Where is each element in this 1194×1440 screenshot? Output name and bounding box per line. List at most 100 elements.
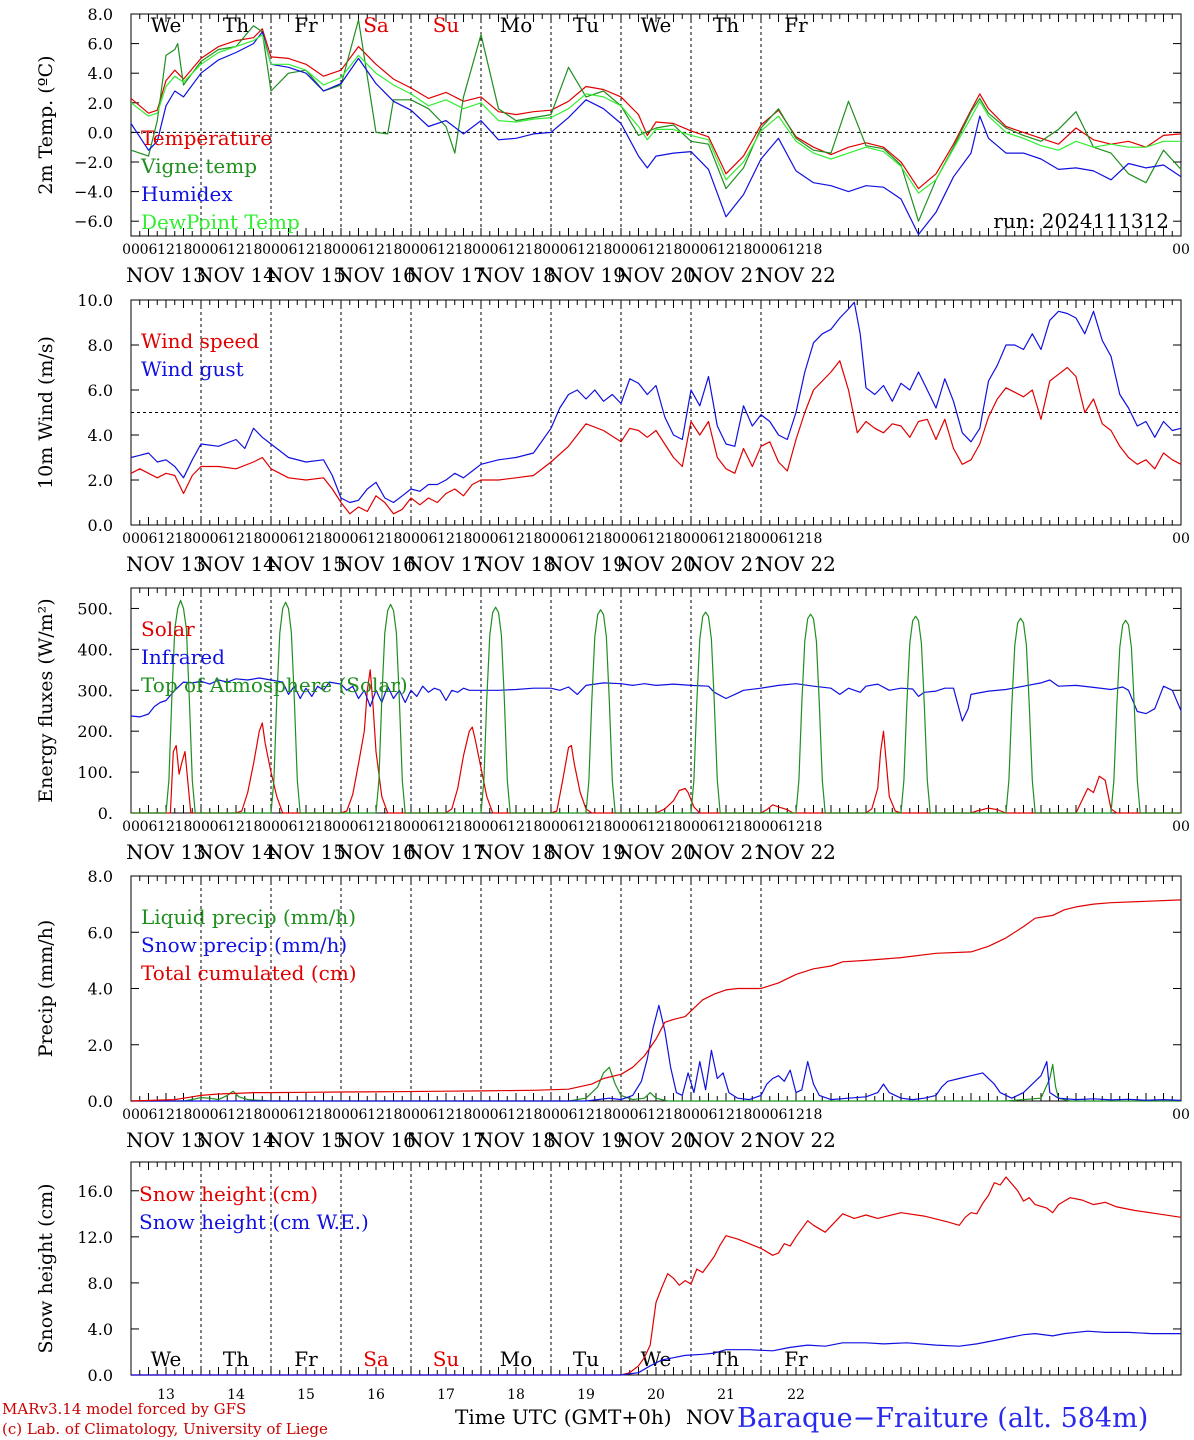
y-tick-label: 0.0 (88, 1366, 113, 1385)
x-tick-label: 18 (245, 819, 263, 835)
run-label: run: 2024111312 (993, 209, 1169, 233)
x-tick-label: 06 (210, 531, 228, 547)
x-tick-label: 00 (192, 531, 210, 547)
x-tick-label: 00 (262, 242, 280, 258)
x-tick-label: 18 (245, 1107, 263, 1123)
x-tick-label: 00 (332, 819, 350, 835)
legend-entry: Snow height (cm W.E.) (139, 1210, 369, 1234)
x-tick-label: 00 (472, 531, 490, 547)
date-label: NOV 17 (406, 552, 486, 576)
date-label: NOV 22 (756, 263, 836, 287)
x-tick-label: 18 (665, 531, 683, 547)
x-tick-label: 06 (630, 531, 648, 547)
x-tick-label: 12 (717, 531, 735, 547)
x-tick-label: 12 (507, 819, 525, 835)
date-label: NOV 18 (476, 840, 556, 864)
date-label: NOV 21 (686, 840, 766, 864)
x-tick-label: 06 (140, 819, 158, 835)
x-tick-label: 00 (402, 531, 420, 547)
x-tick-label: 06 (560, 531, 578, 547)
day-label: We (151, 13, 182, 37)
y-tick-label: 200. (77, 722, 113, 741)
x-tick-label: 18 (665, 242, 683, 258)
x-tick-label: 00 (542, 1107, 560, 1123)
day-label: Fr (784, 1347, 808, 1371)
x-tick-label: 12 (577, 531, 595, 547)
day-number-label: 13 (157, 1387, 175, 1403)
date-label: NOV 17 (406, 1128, 486, 1152)
x-tick-label: 12 (717, 1107, 735, 1123)
day-label: Fr (294, 1347, 318, 1371)
day-label: Th (713, 13, 739, 37)
x-tick-label: 00 (1172, 819, 1190, 835)
x-tick-label: 06 (560, 819, 578, 835)
x-tick-label: 00 (402, 819, 420, 835)
x-tick-label: 18 (735, 819, 753, 835)
y-tick-label: 8.0 (88, 336, 113, 355)
y-tick-label: 10.0 (77, 291, 113, 310)
x-tick-label: 06 (420, 531, 438, 547)
x-tick-label: 00 (612, 531, 630, 547)
series-line-wind-speed (130, 360, 1182, 515)
plot-frame (130, 13, 1182, 237)
day-number-label: 14 (227, 1387, 245, 1403)
series-line-top-of-atmosphere-solar- (131, 599, 1181, 814)
y-tick-label: 100. (77, 763, 113, 782)
legend-entry: Humidex (141, 182, 233, 206)
x-tick-label: 12 (507, 531, 525, 547)
date-label: NOV 21 (686, 263, 766, 287)
x-tick-label: 12 (717, 242, 735, 258)
x-tick-label: 18 (385, 1107, 403, 1123)
day-label: Mo (500, 13, 533, 37)
x-tick-label: 06 (490, 819, 508, 835)
x-tick-label: 06 (630, 1107, 648, 1123)
date-label: NOV 17 (406, 840, 486, 864)
y-tick-label: 0.0 (88, 516, 113, 535)
date-label: NOV 18 (476, 552, 556, 576)
x-tick-label: 18 (315, 1107, 333, 1123)
x-tick-label: 00 (542, 531, 560, 547)
series-line-snow-precip-mm-h- (131, 1004, 1182, 1102)
x-tick-label: 12 (787, 1107, 805, 1123)
day-label: Sa (363, 13, 389, 37)
x-tick-label: 18 (735, 531, 753, 547)
y-tick-label: 0.0 (88, 1092, 113, 1111)
x-tick-label: 18 (385, 242, 403, 258)
day-number-label: 20 (647, 1387, 665, 1403)
y-tick-label: 8.0 (88, 5, 113, 24)
date-label: NOV 16 (336, 552, 416, 576)
x-tick-label: 00 (122, 242, 140, 258)
x-tick-label: 12 (577, 242, 595, 258)
y-tick-label: −2.0 (74, 153, 113, 172)
x-tick-label: 18 (805, 819, 823, 835)
x-tick-label: 06 (700, 242, 718, 258)
x-tick-label: 12 (157, 531, 175, 547)
date-label: NOV 15 (266, 263, 346, 287)
y-axis-label: Energy fluxes (W/m²) (35, 598, 57, 802)
x-tick-label: 06 (280, 1107, 298, 1123)
date-label: NOV 21 (686, 552, 766, 576)
date-label: NOV 13 (126, 1128, 206, 1152)
date-label: NOV 22 (756, 1128, 836, 1152)
x-tick-label: 00 (542, 242, 560, 258)
x-tick-label: 00 (262, 531, 280, 547)
date-label: NOV 14 (196, 840, 276, 864)
legend-entry: Snow precip (mm/h) (141, 933, 347, 957)
legend-entry: Top of Atmosphere (Solar) (141, 673, 408, 697)
x-tick-label: 18 (735, 1107, 753, 1123)
x-tick-label: 00 (1172, 531, 1190, 547)
x-tick-label: 06 (280, 531, 298, 547)
x-tick-label: 18 (455, 531, 473, 547)
x-tick-label: 00 (262, 819, 280, 835)
x-tick-label: 00 (542, 819, 560, 835)
x-tick-label: 18 (175, 1107, 193, 1123)
legend-entry: Vigne temp (140, 154, 257, 178)
x-tick-label: 18 (455, 242, 473, 258)
x-tick-label: 12 (437, 1107, 455, 1123)
day-label: Th (223, 1347, 249, 1371)
series-line-humidex (130, 31, 1182, 236)
x-tick-label: 18 (805, 242, 823, 258)
date-label: NOV 19 (546, 263, 626, 287)
x-tick-label: 00 (612, 1107, 630, 1123)
x-tick-label: 12 (367, 242, 385, 258)
